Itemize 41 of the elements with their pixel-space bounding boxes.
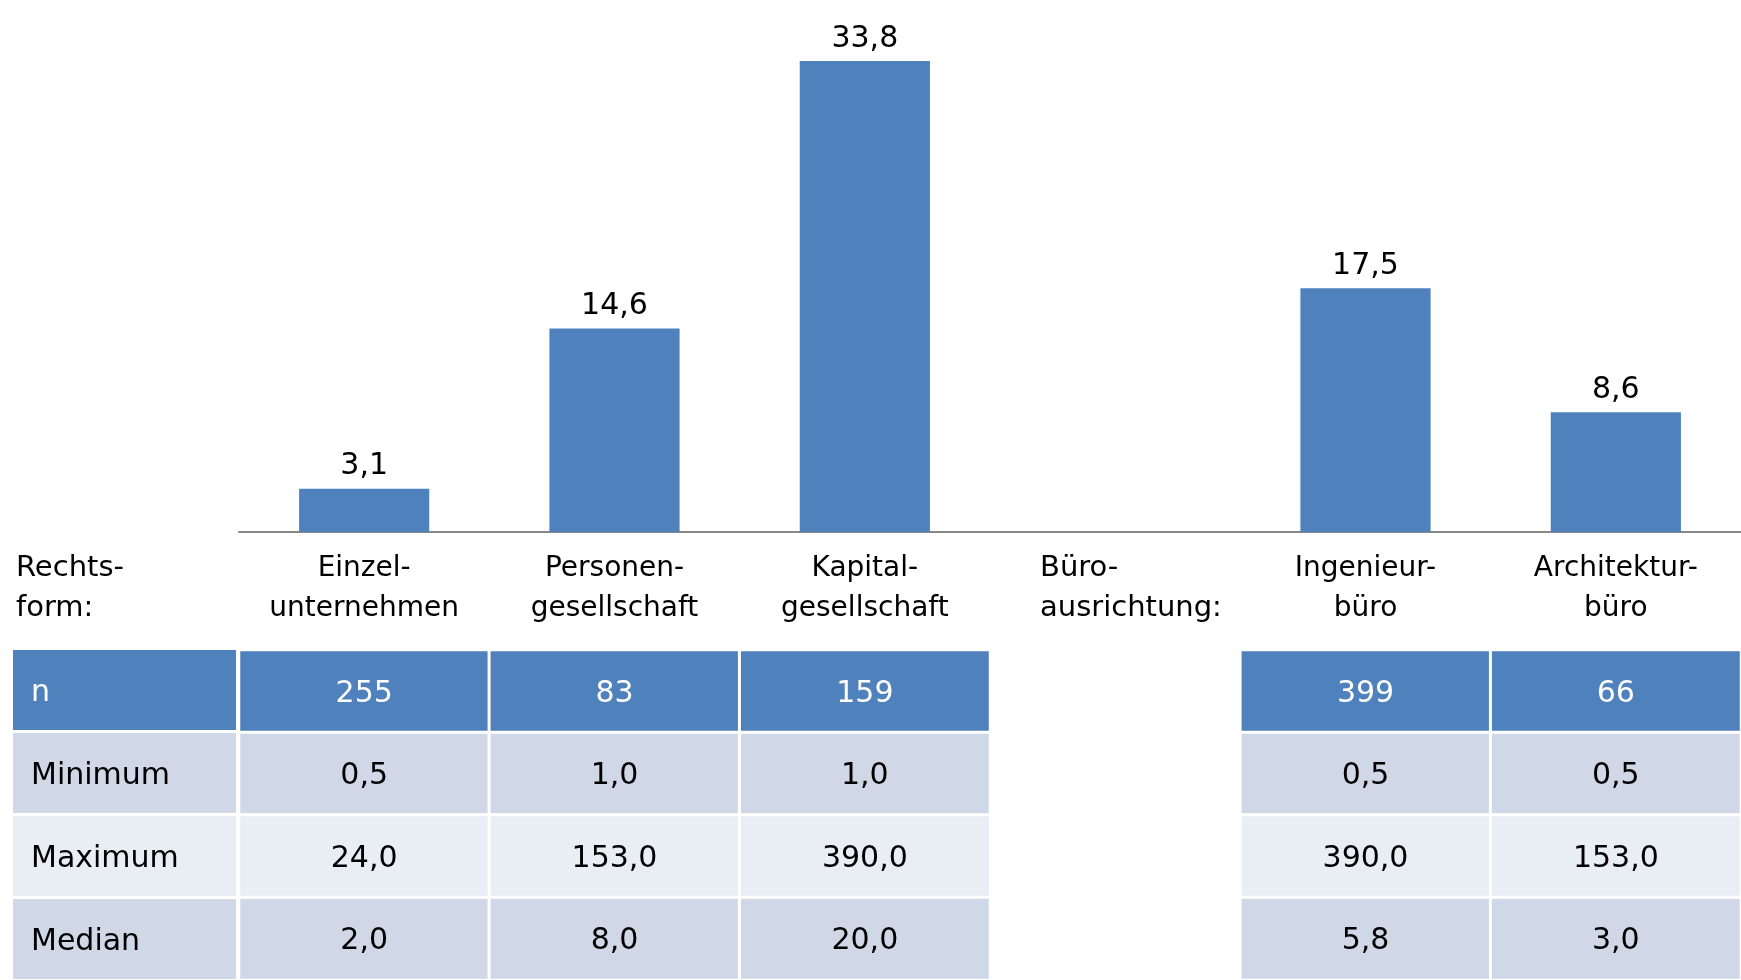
x-tick-label: Personen- gesellschaft	[530, 549, 699, 623]
data-label: 3,0	[1591, 921, 1640, 957]
data-label: 8,0	[590, 921, 639, 957]
data-label: 17,5	[1332, 245, 1399, 281]
data-label: 159	[836, 673, 894, 709]
data-label: 390,0	[1322, 838, 1409, 874]
y-tick-label: Maximum	[13, 816, 236, 896]
data-label: 14,6	[581, 286, 648, 322]
text: Rechts- form:	[16, 548, 124, 625]
x-tick-label: Architektur- büro	[1533, 549, 1698, 623]
data-label: 5,8	[1341, 921, 1390, 957]
data-label: 8,6	[1591, 369, 1640, 405]
data-label: 390,0	[821, 838, 908, 874]
data-label: 255	[335, 673, 393, 709]
y-tick-label: Median	[13, 899, 236, 979]
data-label: 1,0	[590, 756, 639, 792]
bar	[799, 61, 930, 532]
data-label: 0,5	[1591, 756, 1640, 792]
data-label: 33,8	[831, 18, 899, 54]
data-label: 2,0	[340, 921, 389, 957]
bar	[1300, 288, 1431, 532]
data-label: 153,0	[1572, 838, 1659, 874]
data-label: 66	[1596, 673, 1635, 709]
x-tick-label: Ingenieur- büro	[1294, 549, 1437, 623]
bar	[549, 328, 680, 532]
data-label: 24,0	[330, 838, 398, 874]
data-label: 399	[1336, 673, 1395, 709]
data-label: 153,0	[571, 838, 658, 874]
data-label: 83	[595, 673, 634, 709]
bar	[1550, 412, 1681, 532]
x-tick-label: Kapital- gesellschaft	[781, 549, 949, 623]
text: Büro- ausrichtung:	[1040, 548, 1222, 625]
bar	[299, 488, 430, 532]
y-tick-label: Minimum	[13, 733, 236, 813]
data-label: 20,0	[831, 921, 899, 957]
data-label: 0,5	[1341, 756, 1390, 792]
x-tick-label: Einzel- unternehmen	[269, 549, 460, 623]
y-tick-label: n	[13, 650, 236, 730]
data-label: 1,0	[840, 756, 889, 792]
data-label: 3,1	[340, 446, 389, 482]
data-label: 0,5	[340, 756, 389, 792]
